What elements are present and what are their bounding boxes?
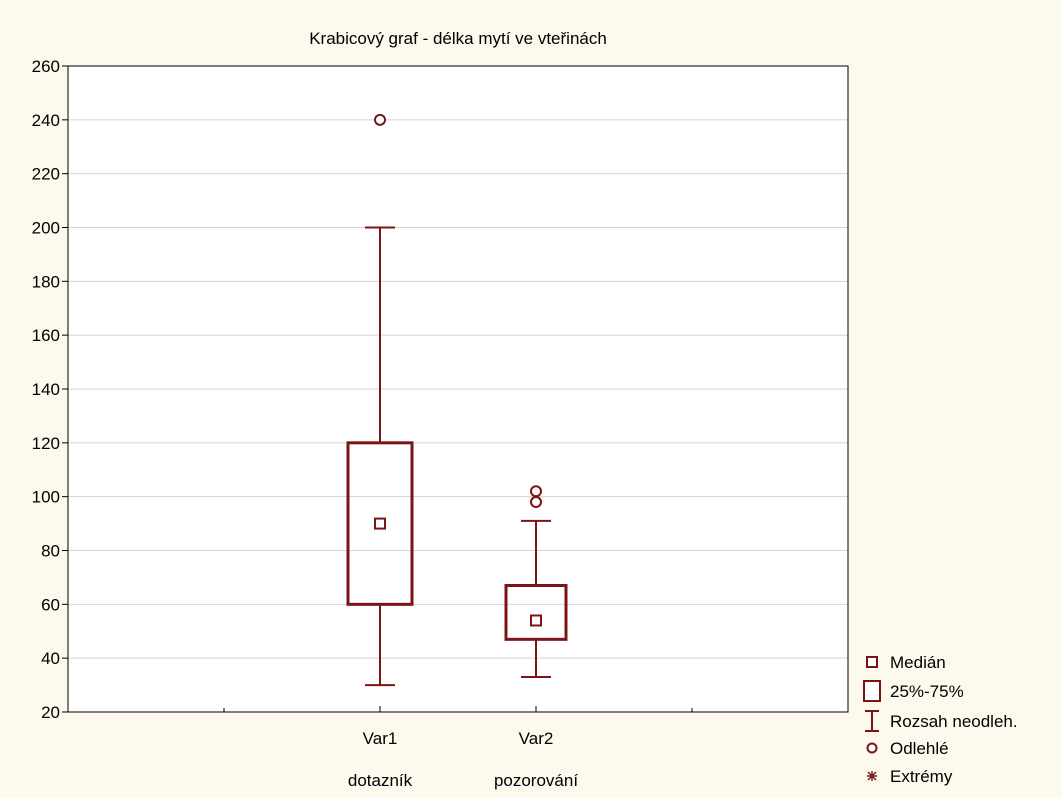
y-tick-label: 220 (32, 165, 60, 184)
box-var2 (504, 485, 568, 679)
box-series (346, 113, 568, 687)
iqr-box (504, 583, 568, 641)
x-axis: Var1 dotazník Var2 pozorování (223, 706, 693, 790)
y-tick-label: 40 (41, 649, 60, 668)
y-tick-label: 20 (41, 703, 60, 722)
y-tick-label: 120 (32, 434, 60, 453)
chart-title: Krabicový graf - délka mytí ve vteřinách (309, 29, 607, 48)
y-tick-label: 240 (32, 111, 60, 130)
legend: Medián 25%-75% Rozsah neodleh. Odlehlé Extré… (863, 653, 1018, 786)
legend-label: Rozsah neodleh. (890, 712, 1018, 731)
y-tick-label: 140 (32, 380, 60, 399)
legend-outlier-symbol (866, 742, 878, 754)
legend-label: 25%-75% (890, 682, 964, 701)
y-tick-label: 160 (32, 326, 60, 345)
y-tick-label: 80 (41, 542, 60, 561)
y-tick-label: 180 (32, 272, 60, 291)
median-marker (374, 517, 386, 530)
y-tick-label: 60 (41, 595, 60, 614)
outlier-point (530, 485, 542, 498)
y-axis: 20 40 60 80 100 120 140 160 180 200 220 240 260 (32, 57, 68, 722)
plot-border (67, 65, 849, 713)
legend-label: Odlehlé (890, 739, 949, 758)
outlier-point (530, 496, 542, 509)
x-category-description: dotazník (348, 771, 413, 790)
y-tick-label: 200 (32, 219, 60, 238)
legend-extreme-stroke (867, 771, 877, 781)
x-tick-label: Var2 (519, 729, 554, 748)
legend-median-symbol (866, 656, 878, 668)
legend-label: Extrémy (890, 767, 953, 786)
legend-extreme-symbol (867, 771, 877, 781)
legend-box-symbol (863, 680, 881, 702)
outlier-point (374, 113, 386, 126)
x-category-description: pozorování (494, 771, 578, 790)
y-tick-label: 100 (32, 488, 60, 507)
iqr-box (346, 441, 414, 606)
legend-label: Medián (890, 653, 946, 672)
x-tick-label: Var1 (363, 729, 398, 748)
y-tick-label: 260 (32, 57, 60, 76)
median-marker (530, 614, 542, 627)
box-var1 (346, 113, 414, 687)
grid-lines (68, 119, 848, 659)
